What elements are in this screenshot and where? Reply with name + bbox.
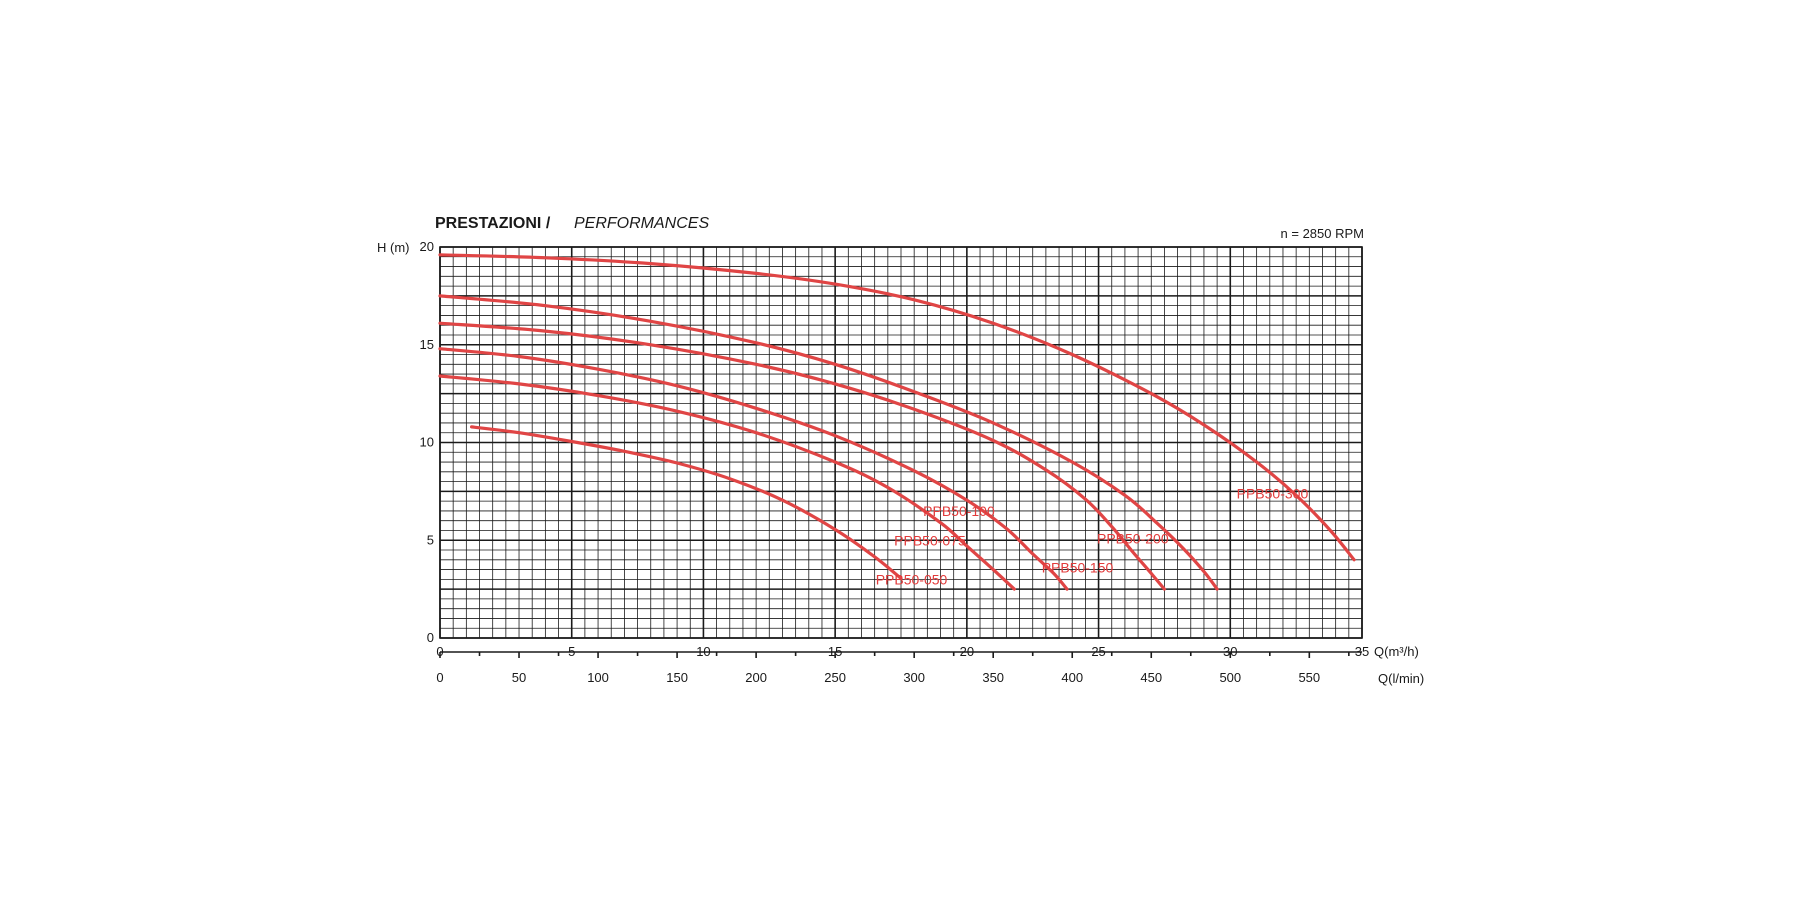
series-label-ppb50-050: PPB50-050 [876, 571, 948, 587]
performance-curves [438, 253, 1356, 591]
chart-title-bold: PRESTAZIONI / [435, 215, 551, 232]
x2-tick-label: 300 [903, 670, 925, 685]
curve-ppb50-200 [438, 294, 1219, 591]
series-label-ppb50-300: PPB50-300 [1237, 485, 1309, 501]
x2-tick-label: 500 [1219, 670, 1241, 685]
x2-axis-label: Q(l/min) [1378, 671, 1424, 686]
x2-tick-label: 200 [745, 670, 767, 685]
curve-ppb50-150 [438, 321, 1166, 591]
x2-tick-label: 150 [666, 670, 688, 685]
curve-ppb50-050 [470, 425, 903, 580]
series-label-ppb50-075: PPB50-075 [894, 532, 966, 548]
curve-ppb50-075 [438, 374, 1016, 591]
chart-title: PRESTAZIONI / PERFORMANCES [435, 215, 709, 232]
y-tick-label: 10 [420, 435, 434, 450]
x2-tick-label: 550 [1298, 670, 1320, 685]
x2-tick-label: 0 [436, 670, 443, 685]
x2-tick-label: 450 [1140, 670, 1162, 685]
x2-tick-label: 350 [982, 670, 1004, 685]
series-labels: PPB50-050 PPB50-075 PPB50-100 PPB50-150 PPB5… [876, 485, 1309, 587]
plot-grid [439, 246, 1363, 639]
axes: 0510152005101520253035050100150200250300… [420, 239, 1370, 685]
y-tick-label: 5 [427, 532, 434, 547]
rpm-note: n = 2850 RPM [1281, 226, 1364, 241]
y-tick-label: 15 [420, 337, 434, 352]
chart-title-italic: PERFORMANCES [574, 215, 709, 232]
x2-tick-label: 400 [1061, 670, 1083, 685]
x2-tick-label: 250 [824, 670, 846, 685]
y-axis-label: H (m) [377, 240, 410, 255]
series-label-ppb50-200: PPB50-200 [1097, 530, 1169, 546]
series-label-ppb50-100: PPB50-100 [923, 503, 995, 519]
x2-tick-label: 50 [512, 670, 526, 685]
curve-ppb50-300 [438, 253, 1356, 562]
curve-ppb50-100 [438, 347, 1069, 591]
x-axis-label: Q(m³/h) [1374, 644, 1419, 659]
x2-tick-label: 100 [587, 670, 609, 685]
y-tick-label: 20 [420, 239, 434, 254]
series-label-ppb50-150: PPB50-150 [1042, 560, 1114, 576]
plot-frame [439, 246, 1363, 639]
y-tick-label: 0 [427, 630, 434, 645]
